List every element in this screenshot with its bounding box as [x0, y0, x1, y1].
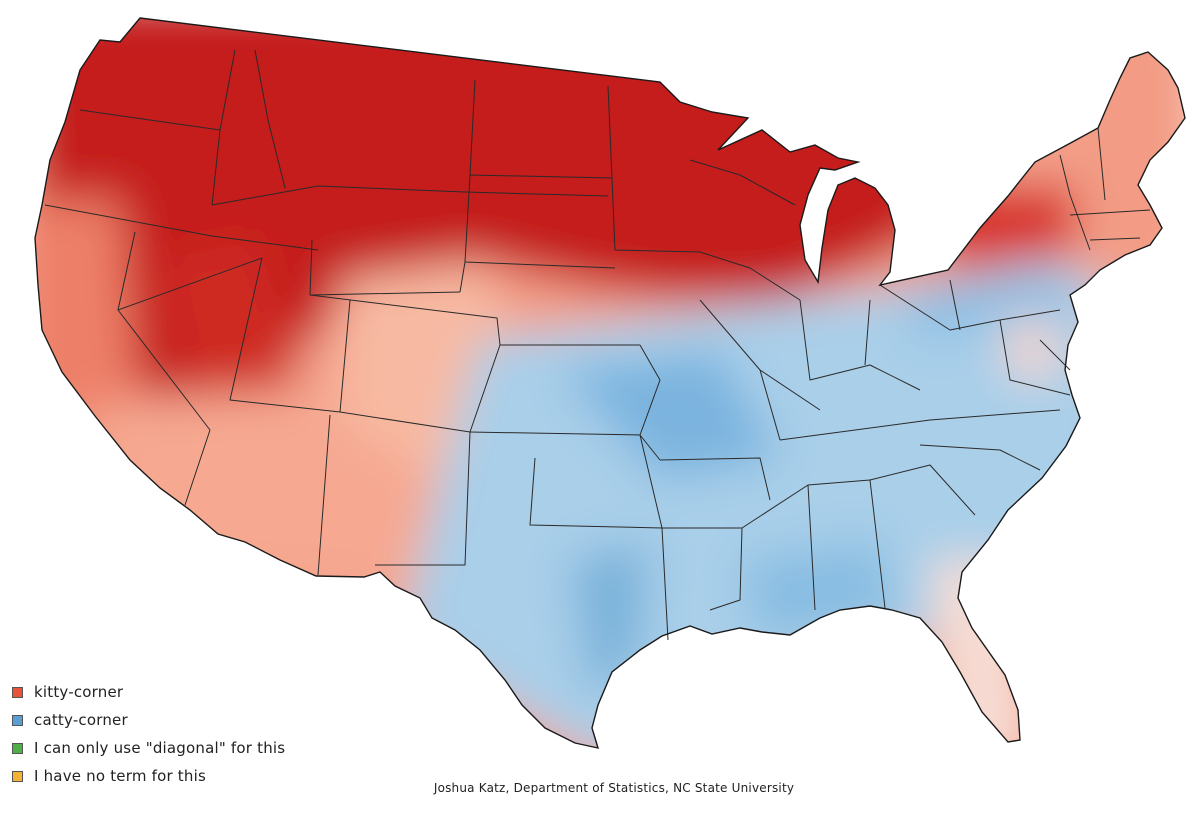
legend-swatch-kitty-corner — [12, 686, 23, 698]
legend-label: I have no term for this — [34, 767, 206, 785]
state-borders — [44, 49, 1151, 641]
legend-item-catty-corner: catty-corner — [12, 706, 285, 734]
legend-label: I can only use "diagonal" for this — [34, 739, 286, 757]
legend-swatch-no-term — [12, 770, 23, 782]
legend-item-kitty-corner: kitty-corner — [12, 678, 285, 706]
legend-item-no-term: I have no term for this — [12, 762, 285, 790]
credit-line: Joshua Katz, Department of Statistics, N… — [433, 781, 795, 795]
legend-swatch-diagonal — [12, 742, 23, 754]
legend-label: catty-corner — [34, 711, 128, 729]
legend-item-diagonal: I can only use "diagonal" for this — [12, 734, 285, 762]
legend: kitty-corner catty-corner I can only use… — [12, 678, 285, 790]
legend-swatch-catty-corner — [12, 714, 23, 726]
legend-label: kitty-corner — [34, 683, 124, 701]
